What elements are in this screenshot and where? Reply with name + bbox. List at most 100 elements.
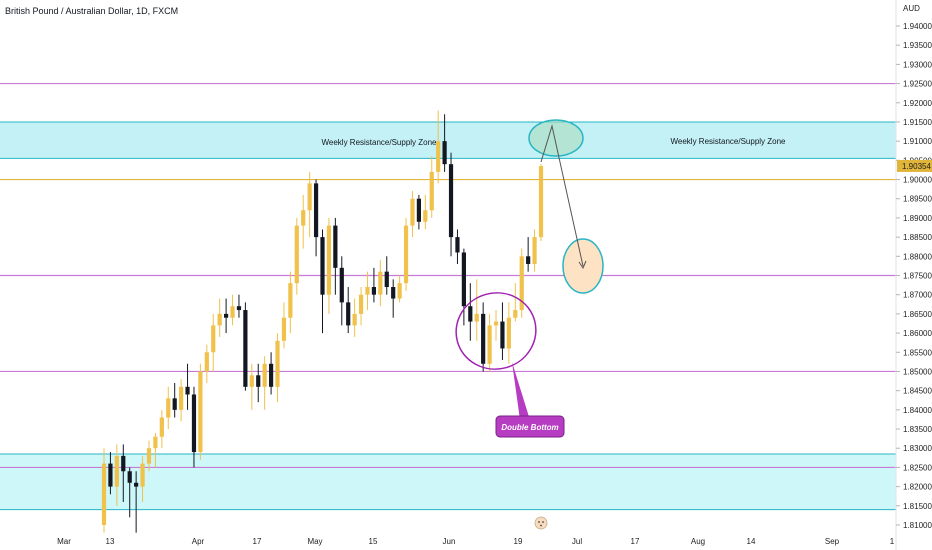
candle[interactable] [127,467,132,518]
candle[interactable] [236,294,242,318]
candle[interactable] [333,217,338,295]
support-zone[interactable] [0,453,896,510]
time-tick-label: Sep [825,537,840,546]
target-ellipse-top[interactable] [528,119,584,157]
candle[interactable] [371,267,377,303]
candle-body [493,321,499,326]
candle-body [275,340,280,387]
candle[interactable] [313,179,319,257]
emoji-icon[interactable] [534,516,548,530]
candle[interactable] [211,313,216,372]
projection-path[interactable] [540,124,584,267]
candle[interactable] [140,455,145,502]
candle[interactable] [403,217,409,291]
double-bottom-callout[interactable] [495,415,565,438]
price-tick-label: 1.84500 [903,387,932,396]
candle[interactable] [436,110,441,184]
candle[interactable] [153,432,158,468]
candle[interactable] [526,237,531,272]
candle[interactable] [506,302,511,364]
candle[interactable] [391,279,396,318]
candle[interactable] [320,229,325,334]
candle[interactable] [249,363,254,410]
candle[interactable] [275,333,280,403]
candle[interactable] [256,363,261,403]
candle[interactable] [455,229,460,264]
candle[interactable] [448,152,454,257]
candle-body [134,482,139,487]
candle[interactable] [204,344,209,383]
candle[interactable] [416,194,421,230]
candle[interactable] [146,440,152,472]
candle[interactable] [474,279,479,341]
price-tick-label: 1.88500 [903,233,932,242]
candle-body [526,256,531,264]
candle[interactable] [134,471,139,533]
candle[interactable] [166,386,171,430]
candle-body [224,313,229,318]
candle[interactable] [301,194,306,249]
time-tick-label: May [307,537,322,546]
candle[interactable] [500,302,505,360]
candle[interactable] [532,229,537,272]
candle[interactable] [230,294,235,326]
price-tick-label: 1.90000 [903,176,932,185]
candle[interactable] [101,448,107,533]
candle[interactable] [326,217,332,314]
candle[interactable] [198,363,203,460]
candle[interactable] [217,298,222,337]
horizontal-lines-layer [0,82,896,469]
candle[interactable] [268,352,274,395]
candle[interactable] [288,271,293,334]
candle[interactable] [224,298,229,334]
candle[interactable] [442,114,447,172]
time-tick-label: Aug [691,537,705,546]
candle-body [140,463,145,487]
candle[interactable] [397,275,402,303]
candle[interactable] [179,379,184,422]
time-axis[interactable]: Mar 13 Apr 17 May 15 Jun 19 Jul 17 Aug 14 Sep 1 [57,537,895,546]
double-bottom-ellipse[interactable] [448,284,545,378]
candle[interactable] [461,248,466,326]
candle[interactable] [191,386,197,468]
candle-body [378,271,383,295]
price-tick-label: 1.81500 [903,502,932,511]
price-axis[interactable]: 1.94000 1.93500 1.93000 1.92500 1.92000 1.915… [896,22,932,530]
candle[interactable] [121,444,126,502]
candle-body [333,225,338,268]
candle[interactable] [468,283,473,341]
candle[interactable] [481,302,486,372]
candle[interactable] [172,382,177,418]
candle[interactable] [352,298,357,337]
candle-body [191,394,197,453]
candle[interactable] [429,156,434,218]
candle[interactable] [294,217,299,295]
candle[interactable] [519,248,524,318]
candle[interactable] [243,302,248,391]
candle[interactable] [108,452,113,495]
candle[interactable] [365,271,370,311]
candle[interactable] [114,444,119,506]
candle-body [294,225,299,284]
candle[interactable] [487,313,492,372]
candle[interactable] [423,194,428,230]
candle[interactable] [493,310,499,341]
candle[interactable] [339,256,344,326]
candle[interactable] [307,171,312,238]
weekly-resistance-zone[interactable] [0,121,896,159]
candle[interactable] [185,363,190,410]
candle[interactable] [410,191,415,238]
candle[interactable] [378,260,383,307]
candle[interactable] [281,302,287,349]
candle[interactable] [538,164,544,241]
time-tick-label: 17 [253,537,262,546]
candle[interactable] [358,287,364,326]
candle[interactable] [384,256,389,295]
candle[interactable] [513,283,518,322]
double-bottom-callout-pointer [512,362,530,420]
candle-body [429,171,434,211]
candle[interactable] [262,356,267,410]
candle[interactable] [159,409,164,449]
candle[interactable] [346,287,351,334]
